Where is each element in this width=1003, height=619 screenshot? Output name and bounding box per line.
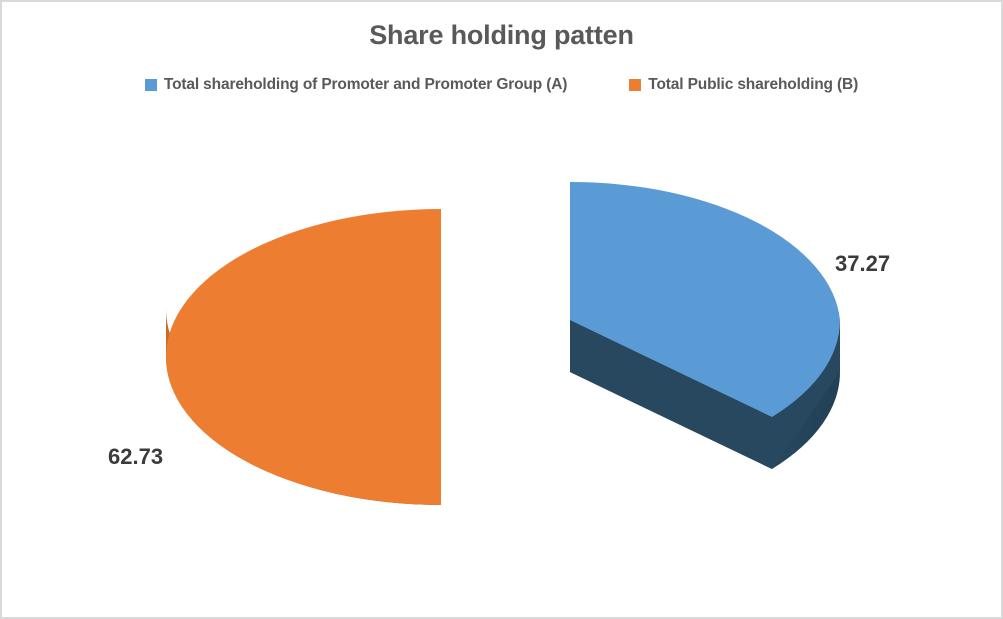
chart-legend: Total shareholding of Promoter and Promo… [2, 76, 1001, 94]
legend-item-public[interactable]: Total Public shareholding (B) [629, 76, 858, 94]
pie-slice-promoter-top [570, 181, 841, 417]
data-label-promoter: 37.27 [835, 251, 891, 276]
legend-item-promoter[interactable]: Total shareholding of Promoter and Promo… [144, 76, 568, 94]
legend-swatch-icon [144, 79, 157, 91]
page-title: Share holding patten [369, 20, 634, 50]
legend-item-label: Total Public shareholding (B) [648, 76, 859, 93]
legend-swatch-icon [629, 79, 642, 91]
data-label-public: 62.73 [108, 444, 164, 469]
legend-item-label: Total shareholding of Promoter and Promo… [163, 76, 568, 93]
pie-slice-public-top [166, 209, 441, 505]
